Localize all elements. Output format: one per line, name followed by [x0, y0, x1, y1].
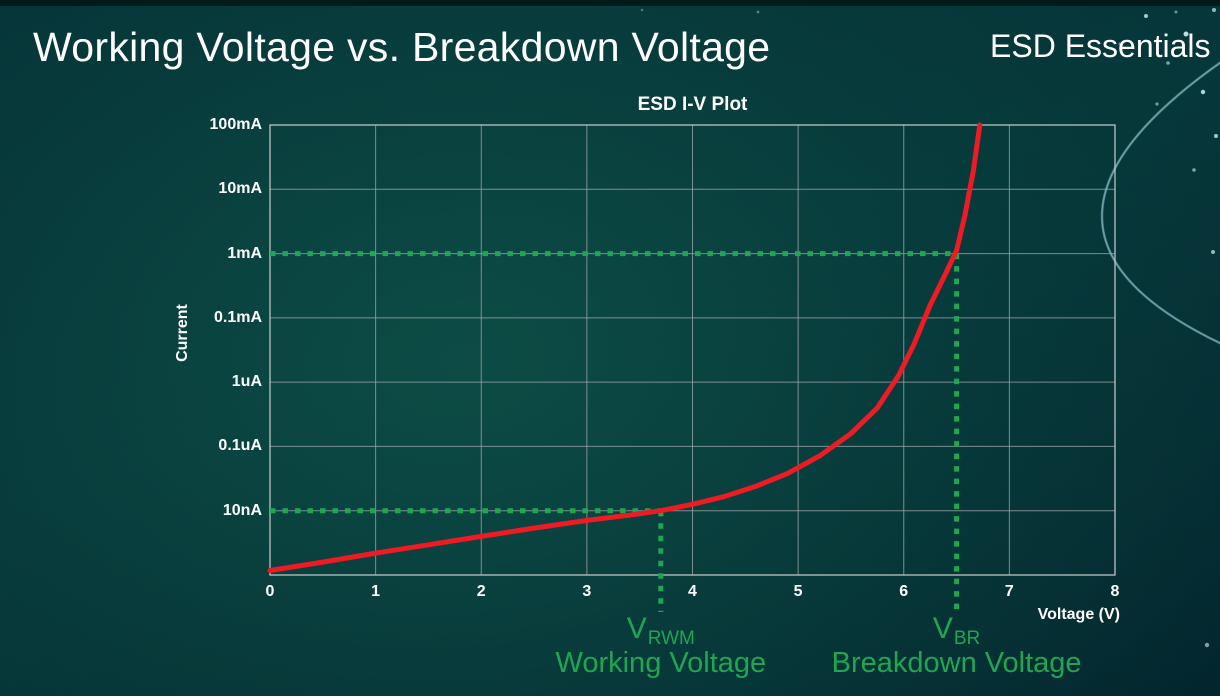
x-tick-0: 0 [265, 583, 275, 600]
slide-title: Working Voltage vs. Breakdown Voltage [33, 24, 771, 70]
x-axis-label: Voltage (V) [1037, 606, 1120, 623]
plot-border [269, 124, 1116, 576]
decor-arc-highlight [1101, 62, 1220, 344]
annotation-prefix: V [932, 612, 953, 645]
annotation-subscript: RWM [647, 628, 695, 649]
iv-curve [267, 122, 983, 573]
annotation-subscript: BR [953, 628, 981, 649]
y-tick-0.1uA: 0.1uA [218, 437, 262, 455]
y-tick-1mA: 1mA [227, 244, 262, 262]
x-tick-7: 7 [1004, 583, 1014, 600]
annotation-caption-vrwm: Working Voltage [555, 647, 767, 679]
y-tick-10mA: 10mA [218, 180, 262, 198]
y-tick-10nA: 10nA [222, 501, 262, 519]
x-tick-6: 6 [899, 583, 909, 600]
x-tick-4: 4 [688, 583, 697, 600]
x-tick-3: 3 [582, 583, 592, 600]
annotation-prefix: V [626, 612, 647, 645]
top-letterbox [0, 0, 1220, 6]
x-tick-8: 8 [1110, 583, 1120, 600]
annotation-caption-vbr: Breakdown Voltage [831, 647, 1082, 679]
y-tick-1uA: 1uA [231, 373, 262, 391]
decor-dots [640, 8, 1218, 648]
y-tick-100mA: 100mA [209, 116, 262, 133]
chart-title: ESD I-V Plot [637, 94, 748, 115]
brand-logo-text: ESD Essentials [990, 28, 1211, 64]
decor-arc [1100, 61, 1220, 345]
annotation-symbol-vrwm: VRWM [626, 612, 695, 649]
y-tick-0.1mA: 0.1mA [213, 308, 262, 326]
x-tick-1: 1 [371, 583, 381, 600]
x-tick-5: 5 [793, 583, 803, 600]
annotation-symbol-vbr: VBR [932, 612, 980, 649]
x-tick-2: 2 [476, 583, 486, 600]
